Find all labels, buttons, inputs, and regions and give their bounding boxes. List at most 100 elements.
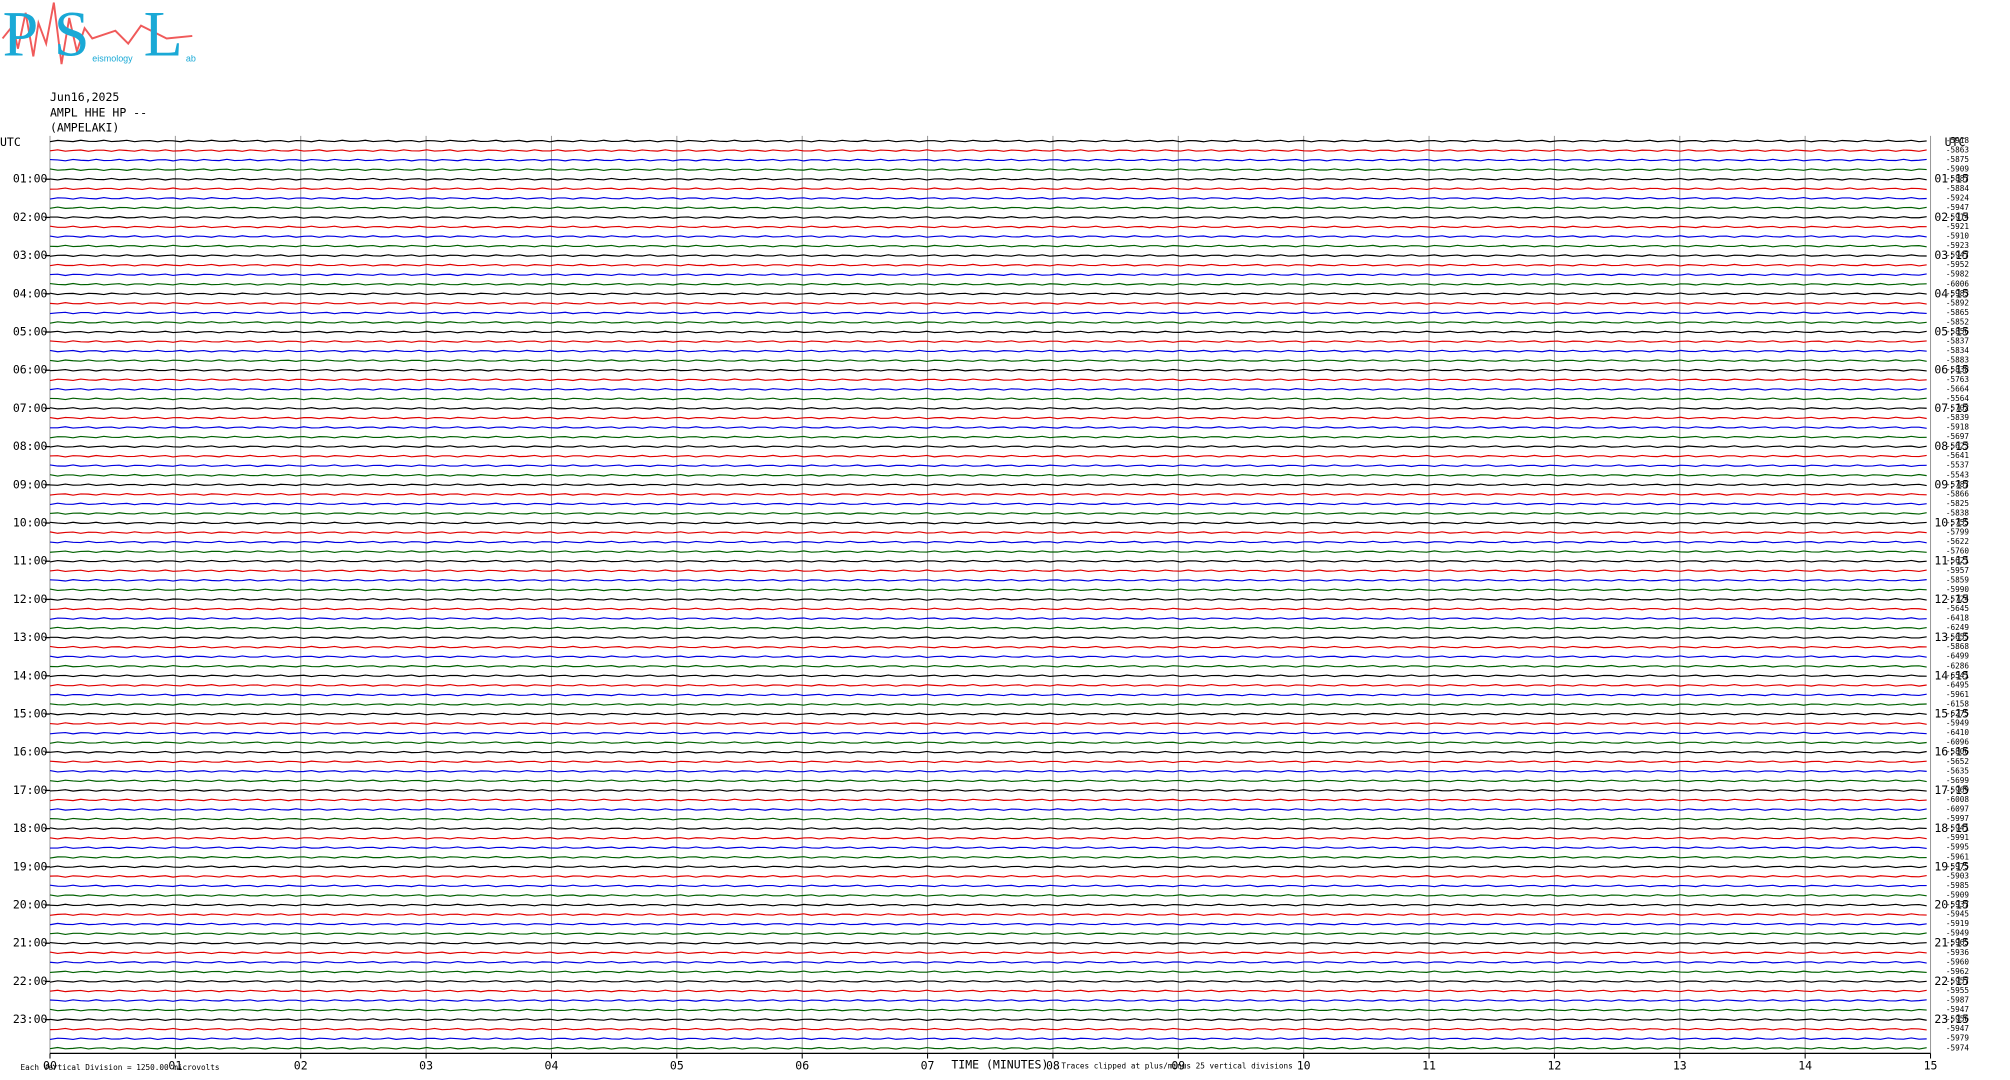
hour-label: 05:00 — [13, 325, 48, 339]
trace — [49, 941, 1927, 945]
hour-label: 08:15 — [1934, 439, 1969, 453]
trace — [49, 349, 1927, 353]
x-tick-label: 14 — [1798, 1059, 1812, 1073]
trace — [49, 951, 1927, 955]
trace — [49, 330, 1927, 334]
trace-offset: -5839 — [1946, 413, 1970, 422]
trace-offset: -5997 — [1946, 814, 1970, 823]
hour-label: 07:15 — [1934, 401, 1969, 415]
trace-offset: -5635 — [1946, 766, 1970, 775]
trace — [49, 894, 1927, 897]
trace-offset: -5985 — [1946, 881, 1970, 890]
trace-offset: -5909 — [1946, 165, 1970, 174]
trace-offset: -6097 — [1946, 805, 1970, 814]
scale-note: Each Vertical Division = 1250.00 microvo… — [21, 1063, 220, 1072]
utc-label: UTC — [0, 135, 21, 149]
trace — [49, 493, 1927, 496]
hour-label: 10:00 — [13, 516, 48, 530]
trace-offset: -5947 — [1946, 251, 1970, 260]
logo-letter: P — [3, 0, 39, 70]
trace — [49, 359, 1927, 363]
trace — [49, 454, 1927, 458]
trace — [49, 139, 1927, 143]
trace — [49, 1018, 1927, 1021]
trace — [49, 273, 1927, 277]
trace — [49, 827, 1927, 830]
trace-offset: -5863 — [1946, 146, 1970, 155]
trace-offset: -5755 — [1946, 518, 1970, 527]
utc-label: UTC — [1945, 135, 1966, 149]
trace-offset: -5952 — [1946, 260, 1969, 269]
hour-label: 01:15 — [1934, 172, 1969, 186]
trace-offset: -5924 — [1946, 193, 1970, 202]
trace — [49, 789, 1927, 792]
logo-text: eismology — [92, 53, 133, 63]
trace — [49, 502, 1927, 506]
trace-offset: -5965 — [1946, 938, 1970, 947]
trace-offset: -5887 — [1946, 174, 1970, 183]
trace-offset: -6410 — [1946, 728, 1970, 737]
trace — [49, 196, 1927, 200]
trace — [49, 206, 1927, 210]
hour-label: 23:00 — [13, 1012, 48, 1026]
trace — [49, 769, 1927, 773]
trace — [49, 254, 1927, 257]
logo-letter: S — [54, 0, 90, 70]
trace-offset: -5834 — [1946, 346, 1970, 355]
x-tick-label: 15 — [1924, 1059, 1938, 1073]
trace — [49, 875, 1927, 878]
hour-label: 07:00 — [13, 401, 48, 415]
x-tick-label: 08 — [1046, 1059, 1060, 1073]
hour-label: 14:15 — [1934, 668, 1969, 682]
trace-offset: -6499 — [1946, 652, 1970, 661]
trace-offset: -5838 — [1946, 365, 1970, 374]
trace-offset: -5866 — [1946, 489, 1970, 498]
hour-label: 15:00 — [13, 707, 48, 721]
trace-offset: -5806 — [1946, 747, 1970, 756]
trace — [49, 378, 1927, 382]
trace — [49, 846, 1927, 850]
trace-offset: -5949 — [1946, 929, 1970, 938]
hour-label: 19:00 — [13, 859, 48, 873]
hour-label: 10:15 — [1934, 516, 1969, 530]
trace — [49, 836, 1927, 840]
trace-offset: -5652 — [1946, 757, 1969, 766]
hour-label: 12:00 — [13, 592, 48, 606]
x-tick-label: 00 — [43, 1059, 57, 1073]
trace-offset: -5914 — [1946, 212, 1970, 221]
trace-offset: -6158 — [1946, 699, 1970, 708]
trace-offset: -5903 — [1946, 871, 1970, 880]
hour-label: 02:15 — [1934, 210, 1969, 224]
x-axis-title: TIME (MINUTES) — [951, 1058, 1048, 1072]
trace — [49, 263, 1927, 267]
trace-offset: -5975 — [1946, 862, 1970, 871]
trace-offset: -5969 — [1946, 785, 1970, 794]
trace-offset: -5763 — [1946, 375, 1970, 384]
trace — [49, 999, 1927, 1002]
hour-label: 18:00 — [13, 821, 48, 835]
trace-offset: -5655 — [1946, 633, 1970, 642]
location: (AMPELAKI) — [50, 121, 119, 135]
trace — [49, 970, 1927, 974]
trace — [49, 598, 1927, 601]
trace-offset: -5799 — [1946, 528, 1970, 537]
trace — [49, 684, 1927, 687]
hour-label: 22:00 — [13, 974, 48, 988]
trace — [49, 903, 1927, 907]
trace — [49, 1037, 1927, 1041]
trace-offset: -5859 — [1946, 575, 1970, 584]
trace-offset: -5947 — [1946, 1005, 1970, 1014]
trace — [49, 435, 1927, 439]
trace-offset: -6006 — [1946, 279, 1970, 288]
trace-offset: -5937 — [1946, 900, 1970, 909]
logo-letter: L — [144, 0, 183, 70]
trace — [49, 960, 1927, 964]
trace-offset: -5936 — [1946, 948, 1970, 957]
trace-offset: -5947 — [1946, 1024, 1970, 1033]
trace-offset: -6541 — [1946, 671, 1970, 680]
trace-offset: -5957 — [1946, 566, 1970, 575]
trace — [49, 884, 1927, 888]
hour-label: 01:00 — [13, 172, 48, 186]
hour-label: 08:00 — [13, 439, 48, 453]
